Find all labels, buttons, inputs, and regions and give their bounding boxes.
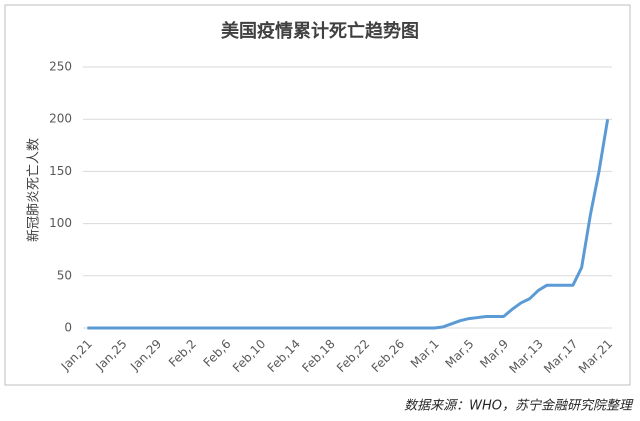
y-tick-label: 0: [64, 321, 72, 335]
chart-frame: [4, 4, 631, 386]
y-tick-label: 200: [49, 112, 72, 126]
source-note: 数据来源：WHO，苏宁金融研究院整理: [404, 398, 634, 414]
y-tick-label: 50: [57, 268, 72, 282]
y-tick-label: 150: [49, 164, 72, 178]
chart-title: 美国疫情累计死亡趋势图: [221, 20, 419, 42]
y-tick-label: 100: [49, 216, 72, 230]
y-axis-label: 新冠肺炎死亡人数: [26, 138, 42, 242]
data-line: [87, 118, 610, 330]
y-tick-label: 250: [49, 60, 72, 74]
